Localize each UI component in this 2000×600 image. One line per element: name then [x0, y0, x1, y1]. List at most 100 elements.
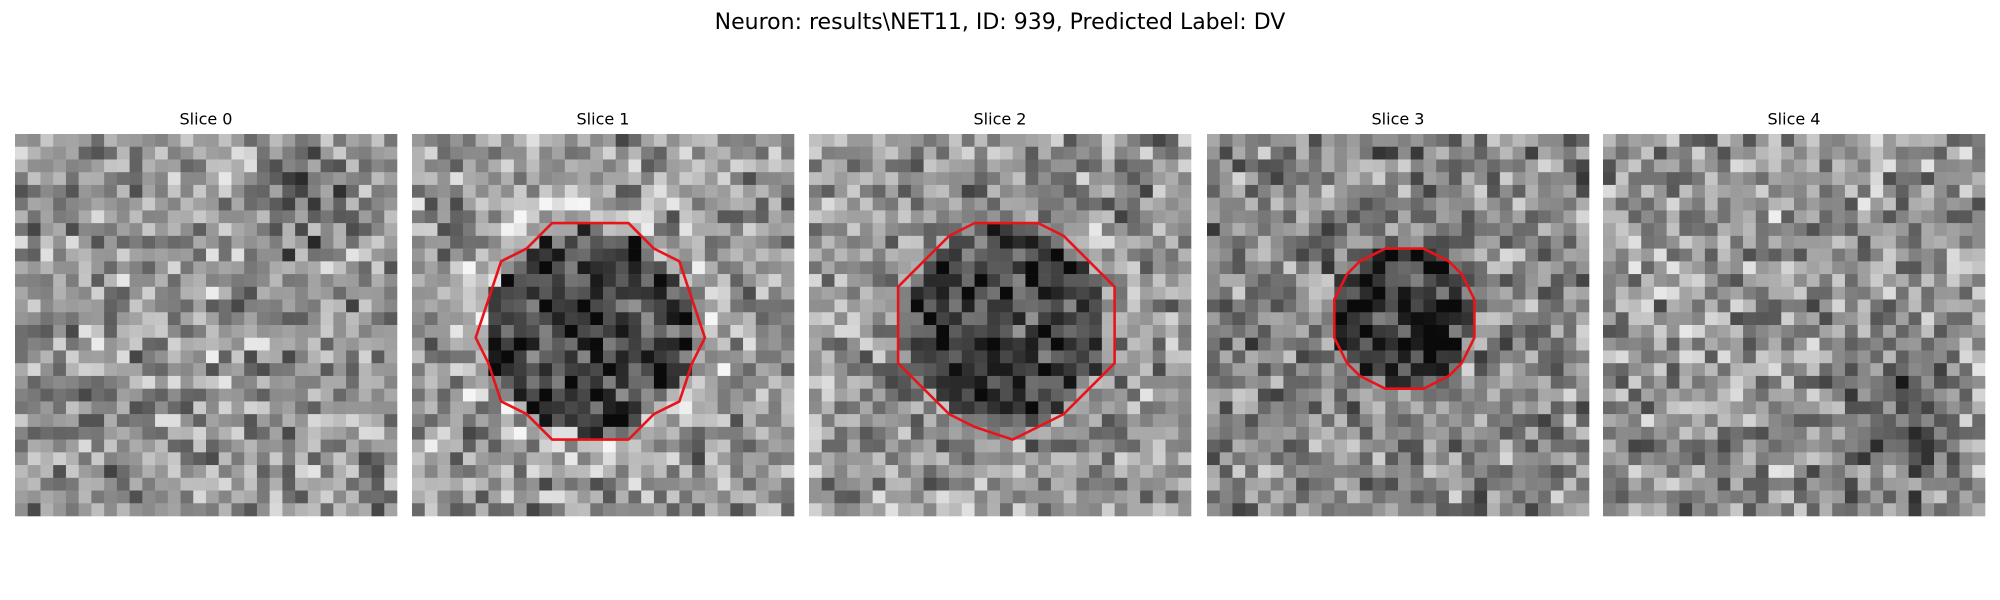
pixel [1359, 274, 1373, 288]
pixel [872, 477, 886, 491]
pixel [206, 286, 220, 300]
pixel [1806, 503, 1820, 517]
pixel [1423, 286, 1437, 300]
pixel [513, 299, 527, 313]
pixel [1372, 350, 1386, 364]
pixel [564, 210, 578, 224]
pixel [1781, 388, 1795, 402]
pixel [1038, 388, 1052, 402]
pixel [821, 465, 835, 479]
pixel [1321, 299, 1335, 313]
pixel [1063, 261, 1077, 275]
pixel [40, 503, 54, 517]
pixel [1857, 274, 1871, 288]
pixel [781, 439, 795, 453]
pixel [615, 235, 629, 249]
pixel [412, 477, 426, 491]
pixel [371, 312, 385, 326]
pixel [1908, 286, 1922, 300]
pixel [730, 337, 744, 351]
pixel [1347, 350, 1361, 364]
pixel [1283, 210, 1297, 224]
pixel [358, 439, 372, 453]
pixel [1232, 146, 1246, 160]
pixel [885, 286, 899, 300]
pixel [91, 401, 105, 415]
pixel [1512, 477, 1526, 491]
pixel [104, 210, 118, 224]
pixel [1666, 490, 1680, 504]
pixel [910, 134, 924, 148]
pixel [1717, 312, 1731, 326]
pixel [1883, 490, 1897, 504]
pixel [206, 388, 220, 402]
pixel [1140, 210, 1154, 224]
pixel [513, 223, 527, 237]
pixel [1704, 248, 1718, 262]
pixel [1895, 197, 1909, 211]
pixel [320, 312, 334, 326]
pixel [295, 172, 309, 186]
pixel [1474, 261, 1488, 275]
pixel [768, 261, 782, 275]
pixel [1628, 325, 1642, 339]
pixel [218, 286, 232, 300]
pixel [65, 375, 79, 389]
pixel [1165, 210, 1179, 224]
pixel [949, 312, 963, 326]
pixel [615, 414, 629, 428]
pixel [628, 388, 642, 402]
pixel [936, 465, 950, 479]
pixel [1806, 312, 1820, 326]
pixel [1806, 299, 1820, 313]
pixel [885, 350, 899, 364]
pixel [1499, 414, 1513, 428]
pixel [859, 337, 873, 351]
pixel [513, 363, 527, 377]
pixel [717, 350, 731, 364]
pixel [1012, 414, 1026, 428]
pixel [1101, 223, 1115, 237]
pixel [1076, 401, 1090, 415]
pixel [206, 146, 220, 160]
pixel [1768, 477, 1782, 491]
pixel [1448, 274, 1462, 288]
pixel [1895, 134, 1909, 148]
pixel [1743, 350, 1757, 364]
pixel [910, 452, 924, 466]
pixel [218, 490, 232, 504]
pixel [475, 490, 489, 504]
pixel [898, 325, 912, 339]
pixel [564, 197, 578, 211]
pixel [1359, 414, 1373, 428]
pixel [129, 159, 143, 173]
pixel [641, 312, 655, 326]
pixel [15, 197, 29, 211]
pixel [885, 375, 899, 389]
pixel [1883, 312, 1897, 326]
pixel [1603, 146, 1617, 160]
pixel [1178, 503, 1192, 517]
pixel [1755, 363, 1769, 377]
pixel [834, 325, 848, 339]
pixel [936, 426, 950, 440]
pixel [1232, 490, 1246, 504]
pixel [1063, 210, 1077, 224]
pixel [1436, 274, 1450, 288]
pixel [424, 477, 438, 491]
pixel [821, 350, 835, 364]
pixel [653, 146, 667, 160]
pixel [666, 388, 680, 402]
pixel [424, 248, 438, 262]
pixel [1794, 363, 1808, 377]
pixel [730, 197, 744, 211]
pixel [704, 414, 718, 428]
pixel [1178, 274, 1192, 288]
pixel [358, 503, 372, 517]
pixel [1347, 286, 1361, 300]
pixel [1245, 375, 1259, 389]
pixel [488, 426, 502, 440]
pixel [513, 426, 527, 440]
pixel [809, 184, 823, 198]
pixel [1474, 363, 1488, 377]
